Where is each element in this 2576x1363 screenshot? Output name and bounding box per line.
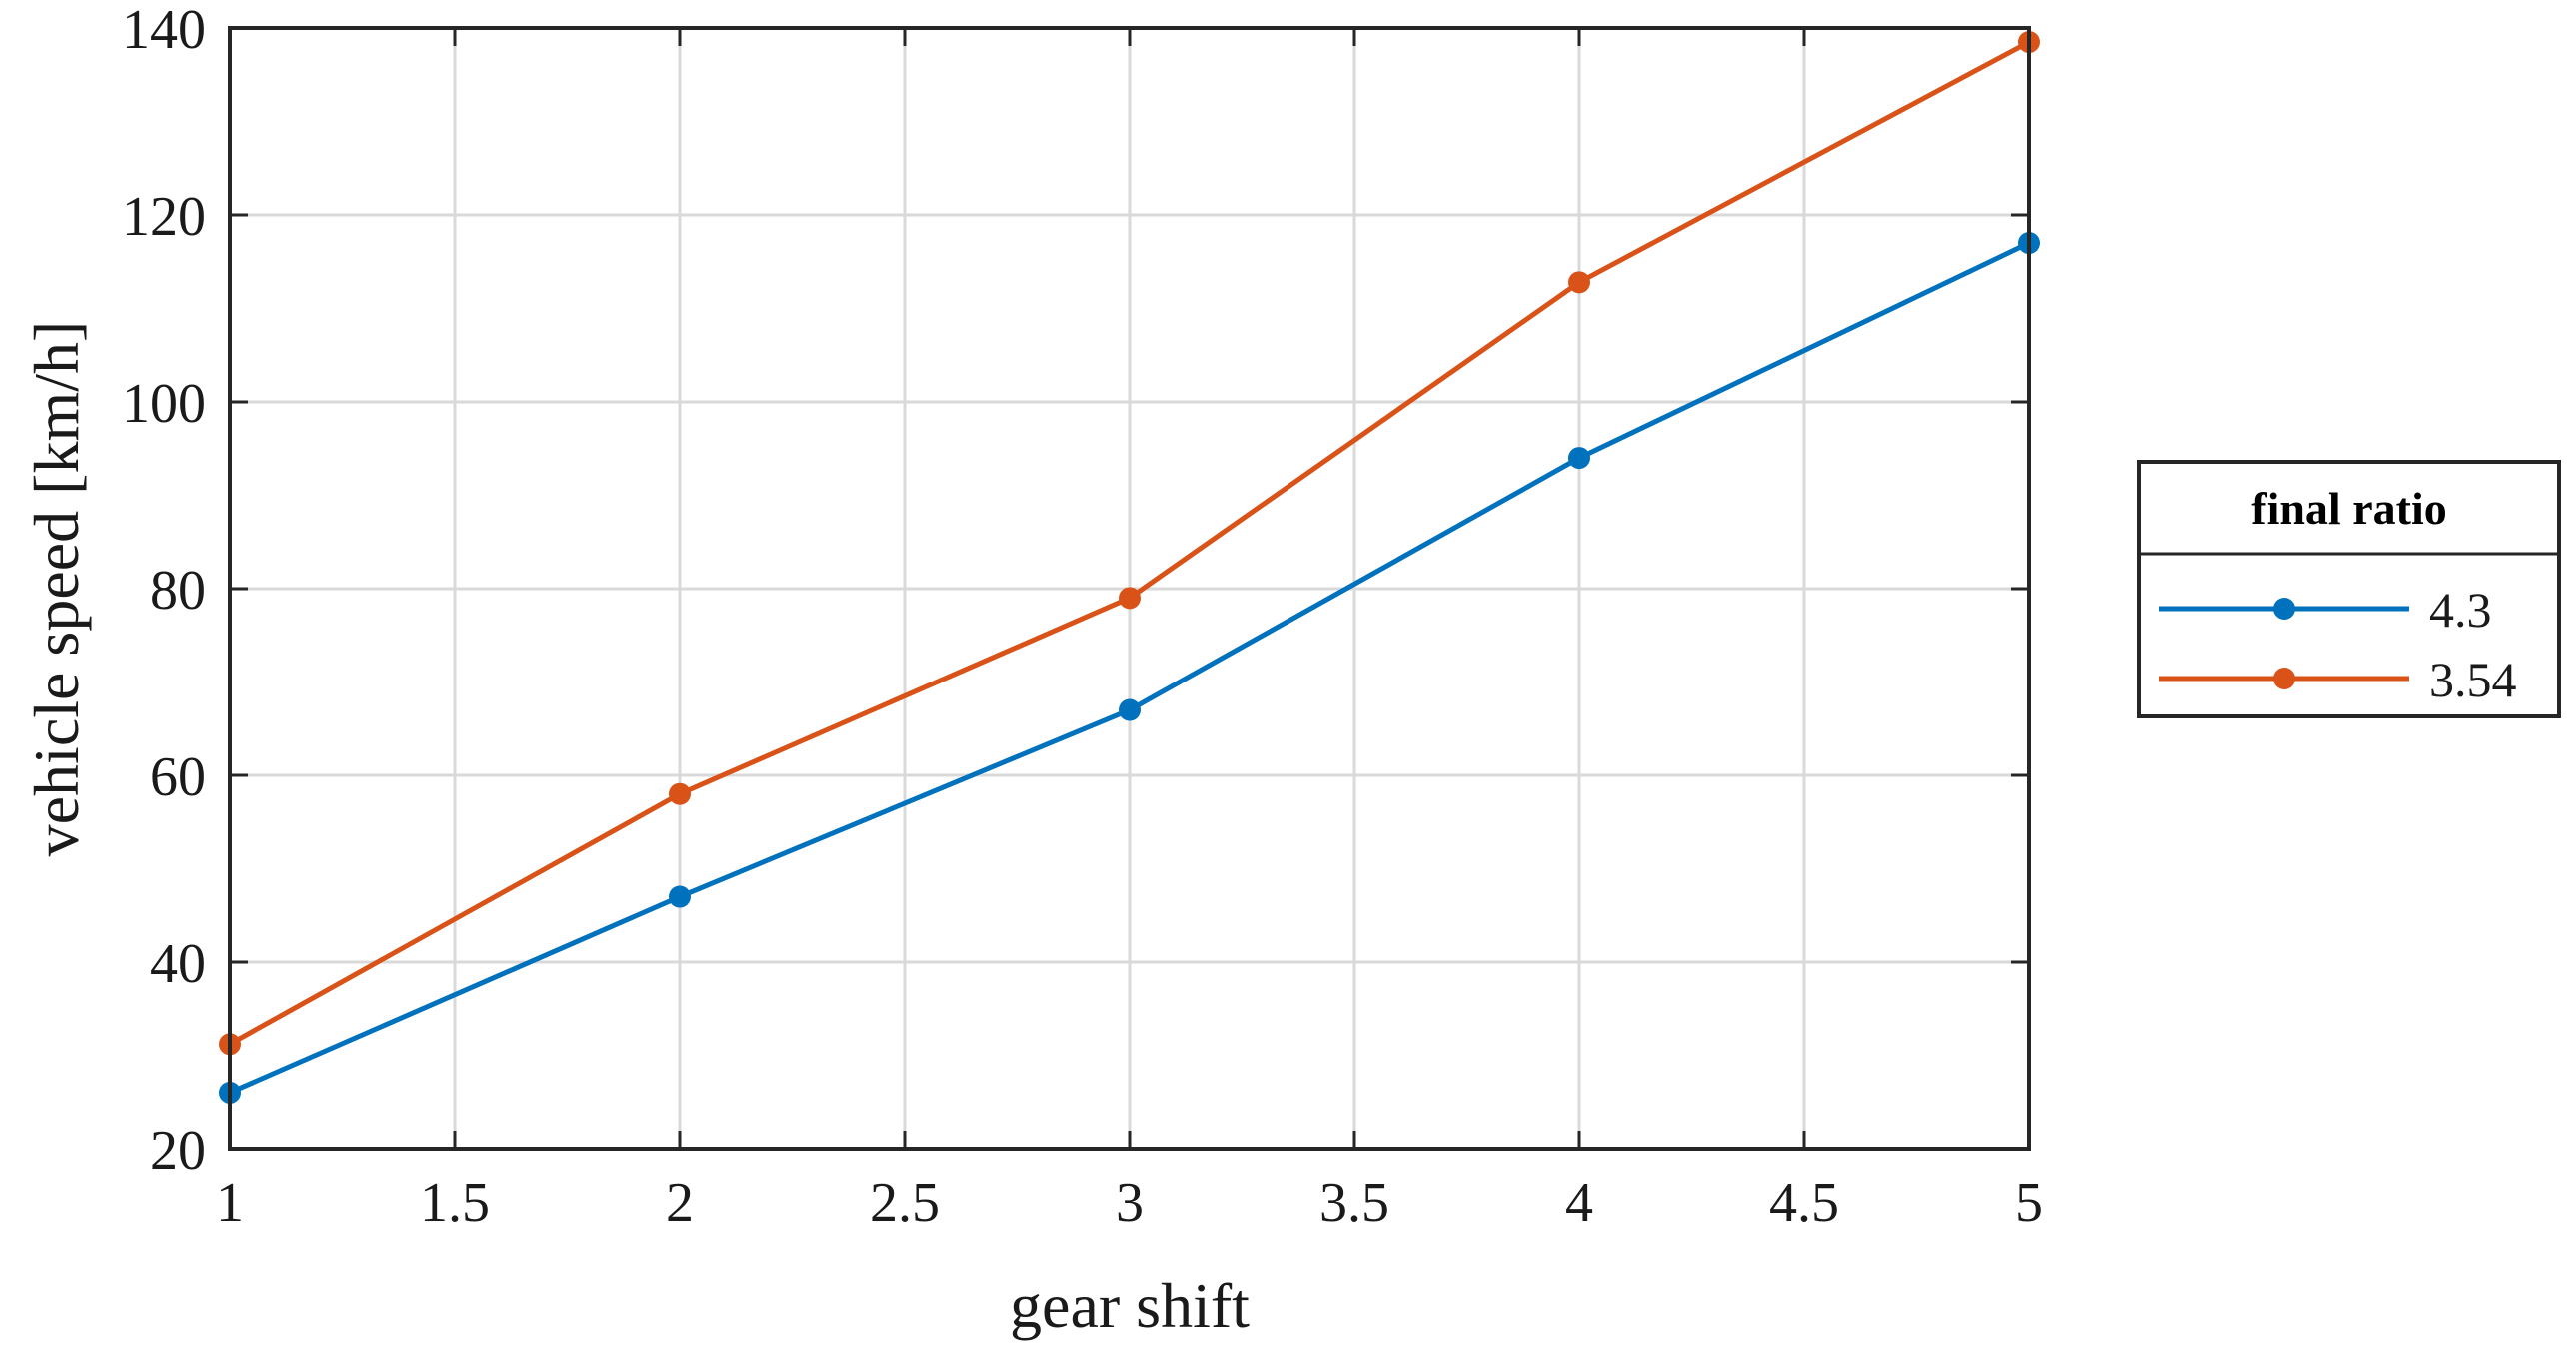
- x-tick-label: 3.5: [1319, 1172, 1389, 1234]
- data-point: [1119, 698, 1141, 721]
- x-tick-label: 1: [216, 1172, 244, 1234]
- x-tick-label: 4.5: [1769, 1172, 1839, 1234]
- x-tick-label: 5: [2015, 1172, 2043, 1234]
- legend-entry: 3.54: [2159, 652, 2517, 707]
- x-tick-label: 4: [1565, 1172, 1593, 1234]
- legend-entry: 4.3: [2159, 582, 2492, 638]
- y-tick-label: 60: [150, 746, 206, 808]
- x-tick-label: 2.5: [870, 1172, 940, 1234]
- y-axis-label: vehicle speed [km/h]: [21, 321, 92, 857]
- legend-title: final ratio: [2251, 483, 2446, 534]
- y-tick-label: 140: [122, 0, 206, 61]
- y-tick-label: 20: [150, 1120, 206, 1182]
- legend-label: 4.3: [2429, 582, 2492, 638]
- axis-ticks: 1 1.5 2 2.5 3 3.5 4 4.5 5 20 40 60 80 100 120 140: [122, 0, 2043, 1234]
- data-point: [1119, 587, 1141, 610]
- y-tick-label: 120: [122, 186, 206, 248]
- data-point: [669, 885, 691, 908]
- legend-marker: [2273, 668, 2295, 689]
- legend: final ratio 4.3 3.54: [2137, 460, 2561, 718]
- x-tick-label: 2: [666, 1172, 694, 1234]
- y-tick-label: 100: [122, 373, 206, 435]
- legend-label: 3.54: [2429, 652, 2517, 707]
- x-tick-label: 1.5: [420, 1172, 490, 1234]
- data-point: [1568, 271, 1590, 294]
- y-tick-label: 80: [150, 560, 206, 622]
- legend-box: [2137, 460, 2561, 718]
- x-tick-label: 3: [1116, 1172, 1144, 1234]
- y-tick-label: 40: [150, 933, 206, 995]
- series-3.54: [219, 31, 2040, 1056]
- legend-marker: [2273, 598, 2295, 620]
- data-point: [669, 782, 691, 805]
- legend-entries: 4.3 3.54: [2159, 582, 2517, 707]
- x-axis-label: gear shift: [1010, 1270, 1250, 1341]
- data-point: [1568, 447, 1590, 470]
